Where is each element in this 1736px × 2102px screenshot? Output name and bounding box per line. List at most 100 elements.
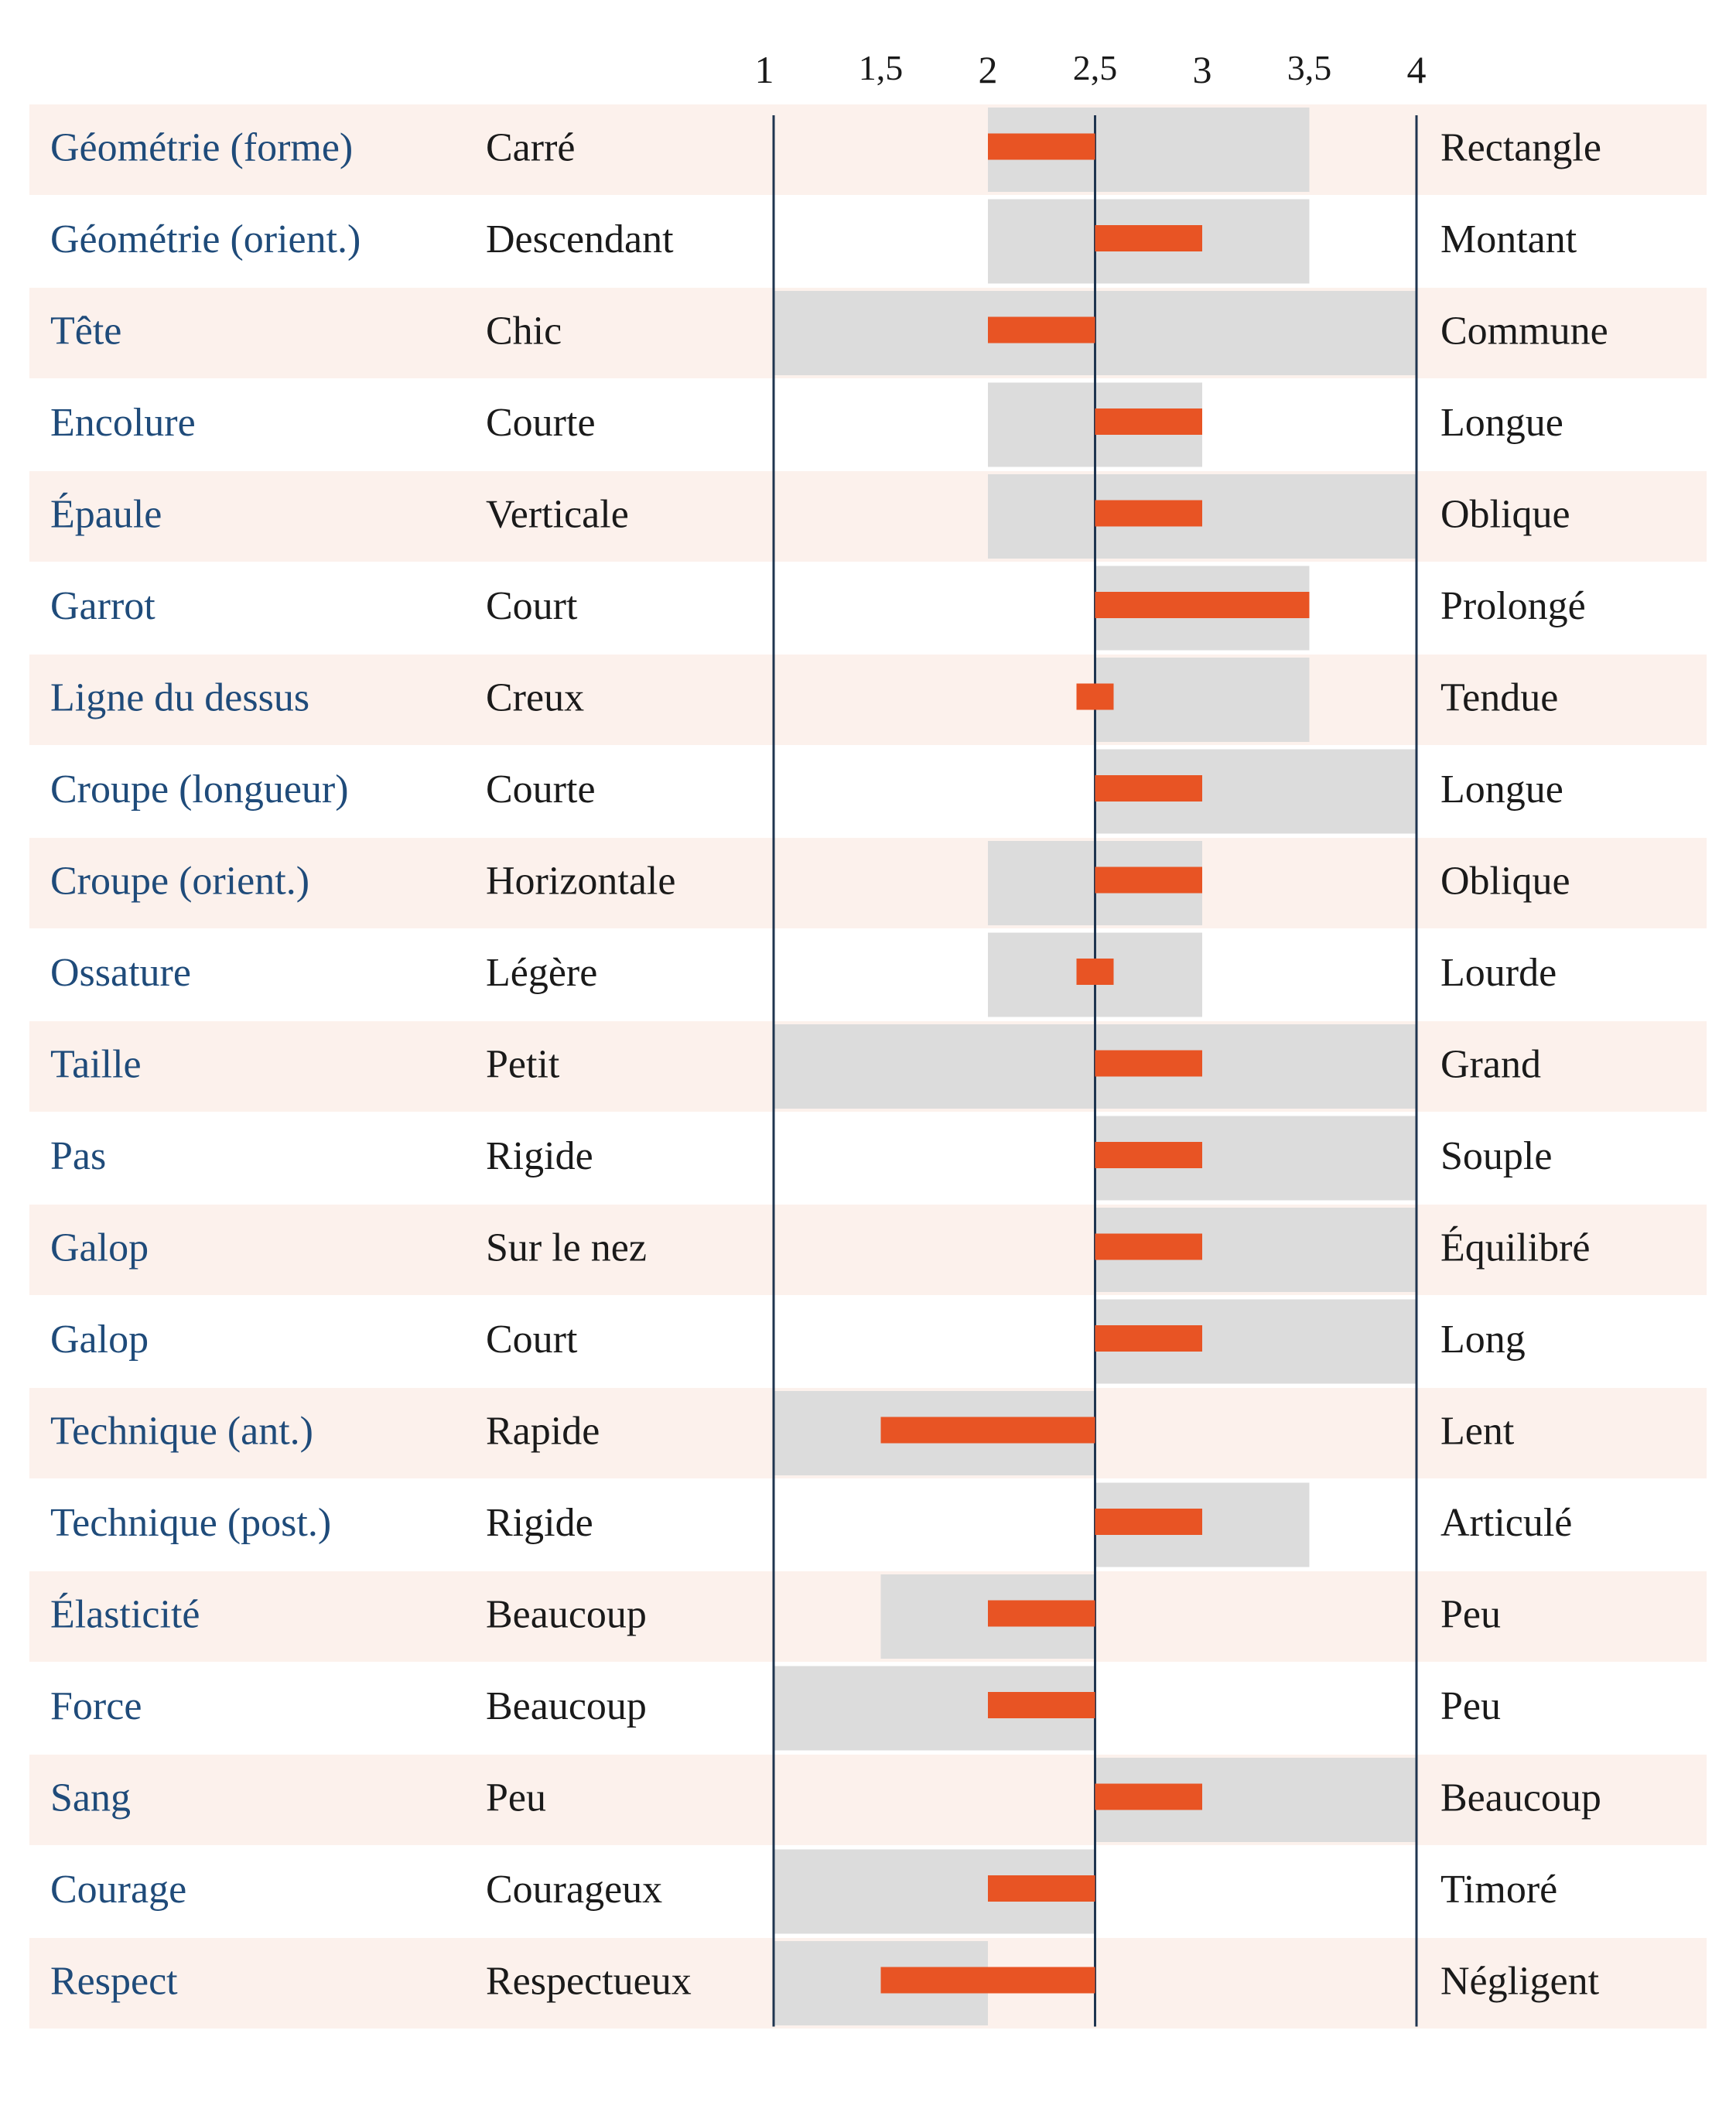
row-attribute-label: Sang bbox=[50, 1776, 131, 1820]
row-attribute-label: Élasticité bbox=[50, 1592, 200, 1637]
row-high-label: Beaucoup bbox=[1440, 1776, 1601, 1820]
row-attribute-label: Garrot bbox=[50, 584, 155, 628]
value-bar bbox=[1095, 225, 1202, 251]
x-tick-label: 3 bbox=[1193, 48, 1212, 91]
value-bar bbox=[988, 1692, 1095, 1718]
value-bar bbox=[1076, 959, 1114, 985]
row-attribute-label: Géométrie (orient.) bbox=[50, 217, 361, 261]
row-low-label: Descendant bbox=[486, 217, 674, 261]
value-bar bbox=[988, 133, 1095, 160]
row-low-label: Chic bbox=[486, 309, 562, 354]
row-low-label: Courageux bbox=[486, 1868, 662, 1912]
row-attribute-label: Galop bbox=[50, 1226, 149, 1270]
row-attribute-label: Force bbox=[50, 1684, 142, 1728]
row-low-label: Petit bbox=[486, 1043, 560, 1087]
row-low-label: Sur le nez bbox=[486, 1226, 647, 1270]
value-bar bbox=[988, 316, 1095, 343]
row-low-label: Beaucoup bbox=[486, 1593, 647, 1637]
row-attribute-label: Galop bbox=[50, 1318, 149, 1362]
value-bar bbox=[1095, 592, 1310, 618]
row-stripe bbox=[29, 104, 1707, 195]
row-low-label: Rapide bbox=[486, 1410, 600, 1454]
value-bar bbox=[1095, 1325, 1202, 1352]
value-bar bbox=[880, 1417, 1095, 1444]
row-attribute-label: Encolure bbox=[50, 401, 196, 445]
value-bar bbox=[1095, 1233, 1202, 1260]
row-attribute-label: Ossature bbox=[50, 951, 191, 995]
x-tick-label: 4 bbox=[1407, 48, 1427, 91]
row-attribute-label: Technique (ant.) bbox=[50, 1410, 313, 1454]
row-attribute-label: Technique (post.) bbox=[50, 1501, 331, 1545]
row-labels: Géométrie (forme) Carré Rectangle Géométrie… bbox=[50, 126, 1608, 2004]
value-bars bbox=[880, 133, 1310, 1994]
value-bar bbox=[1095, 1509, 1202, 1535]
value-bar bbox=[1095, 1783, 1202, 1810]
row-high-label: Grand bbox=[1440, 1043, 1541, 1087]
row-high-label: Longue bbox=[1440, 401, 1563, 445]
row-attribute-label: Pas bbox=[50, 1134, 106, 1178]
row-stripe bbox=[29, 1571, 1707, 1662]
row-attribute-label: Épaule bbox=[50, 492, 162, 537]
row-high-label: Souple bbox=[1440, 1134, 1552, 1178]
row-stripe bbox=[29, 1205, 1707, 1295]
row-attribute-label: Respect bbox=[50, 1960, 178, 2004]
row-attribute-label: Tête bbox=[50, 309, 121, 354]
row-high-label: Peu bbox=[1440, 1684, 1501, 1728]
row-low-label: Courte bbox=[486, 401, 596, 445]
row-high-label: Articulé bbox=[1440, 1501, 1572, 1545]
value-bar bbox=[1076, 683, 1114, 710]
row-low-label: Peu bbox=[486, 1776, 546, 1820]
row-attribute-label: Croupe (longueur) bbox=[50, 767, 349, 812]
row-low-label: Horizontale bbox=[486, 860, 675, 904]
row-stripe bbox=[29, 838, 1707, 928]
row-low-label: Rigide bbox=[486, 1501, 593, 1545]
row-low-label: Creux bbox=[486, 676, 584, 720]
row-low-label: Beaucoup bbox=[486, 1684, 647, 1728]
x-tick-label: 1,5 bbox=[859, 48, 904, 87]
row-high-label: Peu bbox=[1440, 1593, 1501, 1637]
row-high-label: Lourde bbox=[1440, 951, 1557, 995]
row-high-label: Oblique bbox=[1440, 493, 1570, 537]
row-low-label: Verticale bbox=[486, 493, 629, 537]
row-low-label: Court bbox=[486, 584, 578, 628]
row-attribute-label: Taille bbox=[50, 1043, 142, 1087]
row-high-label: Long bbox=[1440, 1318, 1526, 1362]
value-bar bbox=[1095, 408, 1202, 435]
value-bar bbox=[988, 1875, 1095, 1902]
x-tick-label: 2 bbox=[979, 48, 998, 91]
value-bar bbox=[1095, 866, 1202, 894]
row-stripe bbox=[29, 471, 1707, 562]
row-stripe bbox=[29, 1755, 1707, 1845]
row-high-label: Tendue bbox=[1440, 676, 1558, 720]
row-high-label: Équilibré bbox=[1440, 1225, 1591, 1270]
row-high-label: Commune bbox=[1440, 309, 1608, 354]
x-tick-label: 3,5 bbox=[1287, 48, 1332, 87]
x-tick-label: 2,5 bbox=[1073, 48, 1118, 87]
row-high-label: Montant bbox=[1440, 217, 1577, 261]
row-attribute-label: Géométrie (forme) bbox=[50, 126, 353, 170]
row-low-label: Court bbox=[486, 1318, 578, 1362]
row-attribute-label: Croupe (orient.) bbox=[50, 860, 309, 904]
row-high-label: Longue bbox=[1440, 767, 1563, 812]
row-low-label: Courte bbox=[486, 767, 596, 812]
row-attribute-label: Ligne du dessus bbox=[50, 676, 309, 720]
value-bar bbox=[880, 1967, 1095, 1994]
value-bar bbox=[1095, 775, 1202, 801]
x-tick-label: 1 bbox=[755, 48, 774, 91]
row-attribute-label: Courage bbox=[50, 1868, 186, 1912]
value-bar bbox=[1095, 1142, 1202, 1168]
value-bar bbox=[1095, 500, 1202, 527]
value-bar bbox=[988, 1600, 1095, 1627]
value-bar bbox=[1095, 1050, 1202, 1077]
row-low-label: Carré bbox=[486, 126, 575, 170]
row-high-label: Oblique bbox=[1440, 860, 1570, 904]
range-band bbox=[1095, 658, 1310, 742]
row-low-label: Respectueux bbox=[486, 1960, 692, 2004]
row-low-label: Rigide bbox=[486, 1134, 593, 1178]
row-high-label: Prolongé bbox=[1440, 584, 1586, 628]
row-low-label: Légère bbox=[486, 951, 597, 995]
row-stripe bbox=[29, 655, 1707, 745]
row-high-label: Négligent bbox=[1440, 1960, 1600, 2004]
row-high-label: Lent bbox=[1440, 1410, 1515, 1454]
row-high-label: Timoré bbox=[1440, 1868, 1557, 1912]
